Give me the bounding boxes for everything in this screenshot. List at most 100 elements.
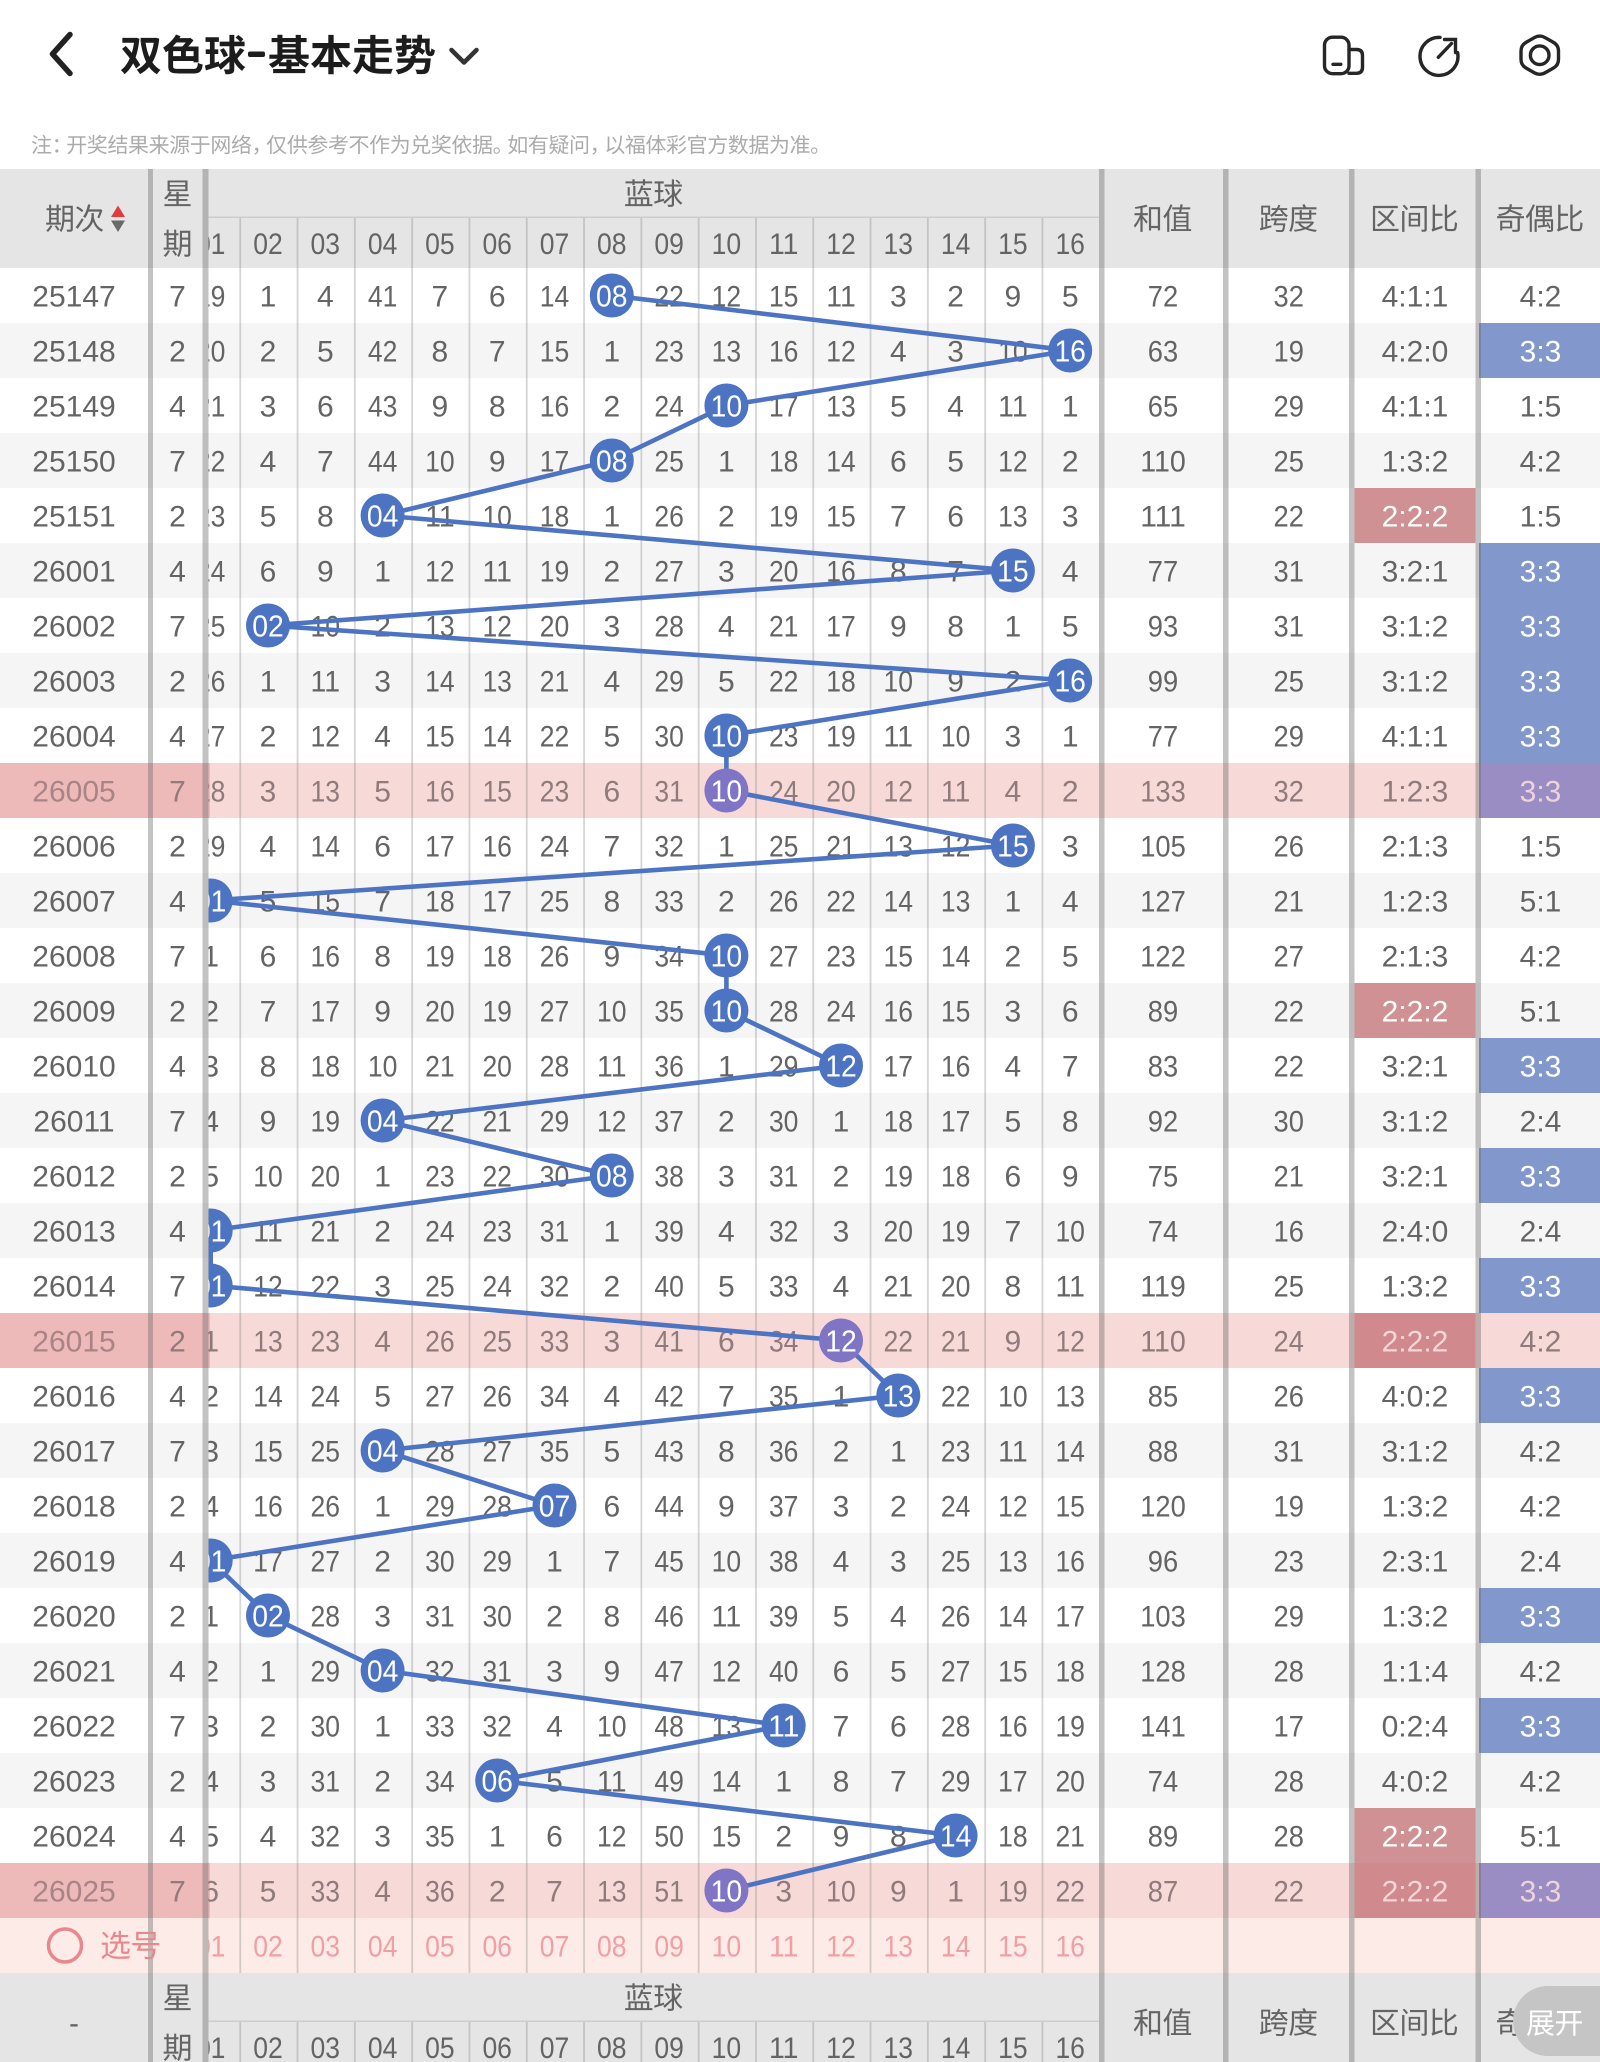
svg-text:4:2: 4:2 [1520, 1766, 1562, 1799]
svg-text:10: 10 [941, 721, 971, 754]
svg-text:4: 4 [833, 1271, 850, 1304]
svg-text:04: 04 [367, 1654, 399, 1689]
svg-text:19: 19 [1274, 336, 1304, 369]
svg-text:15: 15 [712, 1821, 742, 1854]
svg-text:3: 3 [202, 1711, 219, 1744]
svg-text:14: 14 [998, 1601, 1028, 1634]
svg-text:2: 2 [546, 1601, 563, 1634]
svg-text:8: 8 [947, 611, 964, 644]
svg-text:19: 19 [196, 281, 226, 314]
svg-text:4:0:2: 4:0:2 [1382, 1381, 1449, 1414]
svg-text:27: 27 [196, 721, 226, 754]
svg-text:7: 7 [169, 446, 186, 479]
svg-text:11: 11 [311, 666, 341, 699]
svg-text:51: 51 [654, 1876, 684, 1909]
svg-text:3: 3 [202, 1436, 219, 1469]
svg-text:3:3: 3:3 [1520, 721, 1562, 754]
svg-text:07: 07 [540, 228, 570, 261]
svg-text:3: 3 [260, 391, 277, 424]
svg-text:01: 01 [195, 1544, 227, 1579]
svg-text:34: 34 [540, 1381, 570, 1414]
svg-text:2: 2 [202, 1381, 219, 1414]
svg-text:17: 17 [1055, 1601, 1085, 1634]
svg-text:1: 1 [1005, 886, 1022, 919]
svg-text:4:1:1: 4:1:1 [1382, 281, 1449, 314]
svg-text:25: 25 [654, 446, 684, 479]
svg-text:2: 2 [603, 1271, 620, 1304]
svg-text:02: 02 [253, 228, 283, 261]
svg-text:2: 2 [718, 501, 735, 534]
svg-text:08: 08 [596, 1159, 628, 1194]
svg-text:1:1:4: 1:1:4 [1382, 1656, 1449, 1689]
svg-text:1: 1 [603, 1216, 620, 1249]
svg-text:28: 28 [425, 1436, 455, 1469]
svg-text:5:1: 5:1 [1520, 1821, 1562, 1854]
svg-text:1: 1 [1005, 611, 1022, 644]
svg-text:7: 7 [890, 501, 907, 534]
svg-text:33: 33 [540, 1326, 570, 1359]
svg-text:19: 19 [884, 1161, 914, 1194]
svg-text:11: 11 [769, 1931, 799, 1964]
svg-text:133: 133 [1140, 776, 1186, 809]
svg-text:26022: 26022 [32, 1711, 115, 1744]
svg-text:4: 4 [202, 1766, 219, 1799]
svg-text:3: 3 [260, 1766, 277, 1799]
svg-text:38: 38 [769, 1546, 799, 1579]
svg-text:26: 26 [769, 886, 799, 919]
svg-text:23: 23 [482, 1216, 512, 1249]
svg-text:19: 19 [482, 996, 512, 1029]
svg-text:26017: 26017 [32, 1436, 115, 1469]
svg-text:6: 6 [890, 1711, 907, 1744]
svg-text:11: 11 [769, 228, 799, 261]
svg-text:3:3: 3:3 [1520, 776, 1562, 809]
svg-text:1: 1 [202, 1601, 219, 1634]
svg-text:29: 29 [1274, 391, 1304, 424]
svg-text:2: 2 [202, 1656, 219, 1689]
svg-text:12: 12 [826, 228, 856, 261]
svg-text:4: 4 [1062, 886, 1079, 919]
svg-text:18: 18 [884, 1106, 914, 1139]
svg-text:26: 26 [540, 941, 570, 974]
svg-text:2:2:2: 2:2:2 [1382, 501, 1449, 534]
svg-text:11: 11 [1055, 1271, 1085, 1304]
svg-text:06: 06 [482, 228, 512, 261]
svg-text:12: 12 [597, 1106, 627, 1139]
svg-text:2: 2 [169, 1601, 186, 1634]
svg-text:26011: 26011 [33, 1106, 114, 1139]
svg-text:01: 01 [195, 1269, 227, 1304]
svg-text:83: 83 [1148, 1051, 1178, 1084]
svg-text:37: 37 [769, 1491, 799, 1524]
svg-text:89: 89 [1148, 996, 1178, 1029]
svg-text:21: 21 [540, 666, 570, 699]
svg-text:13: 13 [883, 1379, 915, 1414]
svg-text:19: 19 [826, 721, 856, 754]
svg-text:04: 04 [367, 1104, 399, 1139]
svg-text:13: 13 [884, 228, 914, 261]
svg-text:46: 46 [654, 1601, 684, 1634]
svg-text:31: 31 [1274, 556, 1304, 589]
svg-text:11: 11 [998, 391, 1028, 424]
svg-text:92: 92 [1148, 1106, 1178, 1139]
svg-text:1: 1 [890, 1436, 907, 1469]
svg-text:8: 8 [1005, 1271, 1022, 1304]
svg-text:4: 4 [317, 281, 334, 314]
svg-text:25149: 25149 [32, 391, 115, 424]
svg-text:1:2:3: 1:2:3 [1382, 886, 1449, 919]
svg-text:07: 07 [540, 2032, 570, 2062]
svg-text:5: 5 [718, 1271, 735, 1304]
svg-text:6: 6 [1062, 996, 1079, 1029]
svg-text:10: 10 [712, 2032, 742, 2062]
svg-text:3:3: 3:3 [1520, 1711, 1562, 1744]
svg-text:17: 17 [311, 996, 341, 1029]
svg-text:2:1:3: 2:1:3 [1382, 941, 1449, 974]
svg-text:10: 10 [712, 1546, 742, 1579]
svg-text:3: 3 [890, 281, 907, 314]
svg-text:11: 11 [941, 776, 971, 809]
svg-text:1: 1 [202, 1326, 219, 1359]
svg-text:02: 02 [252, 1599, 284, 1634]
svg-text:22: 22 [1274, 1876, 1304, 1909]
svg-text:7: 7 [833, 1711, 850, 1744]
svg-text:19: 19 [540, 556, 570, 589]
svg-text:26013: 26013 [32, 1216, 115, 1249]
svg-text:14: 14 [253, 1381, 283, 1414]
